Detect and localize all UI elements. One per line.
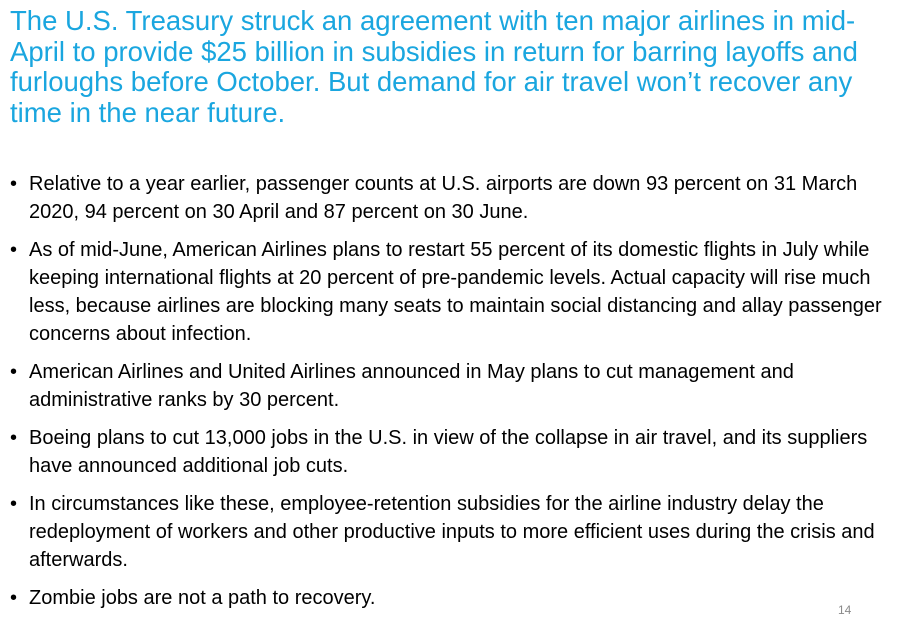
page-number: 14 (838, 603, 852, 617)
bullet-text: In circumstances like these, employee-re… (29, 493, 875, 571)
bullet-list: • Relative to a year earlier, passenger … (10, 170, 904, 622)
bullet-text: Boeing plans to cut 13,000 jobs in the U… (29, 427, 868, 477)
slide-title: The U.S. Treasury struck an agreement wi… (10, 5, 858, 128)
bullet-item: • As of mid-June, American Airlines plan… (10, 236, 904, 348)
bullet-dot-icon: • (10, 173, 18, 195)
bullet-dot-icon: • (10, 493, 18, 515)
bullet-item: • Boeing plans to cut 13,000 jobs in the… (10, 424, 904, 480)
bullet-dot-icon: • (10, 427, 18, 449)
bullet-item: • Zombie jobs are not a path to recovery… (10, 584, 904, 612)
bullet-text: American Airlines and United Airlines an… (29, 361, 794, 411)
bullet-text: Relative to a year earlier, passenger co… (29, 173, 858, 223)
bullet-dot-icon: • (10, 239, 18, 261)
bullet-item: • Relative to a year earlier, passenger … (10, 170, 904, 226)
bullet-text: As of mid-June, American Airlines plans … (29, 239, 882, 345)
bullet-text: Zombie jobs are not a path to recovery. (29, 587, 376, 609)
bullet-item: • American Airlines and United Airlines … (10, 358, 904, 414)
bullet-item: • In circumstances like these, employee-… (10, 490, 904, 574)
bullet-dot-icon: • (10, 587, 18, 609)
bullet-dot-icon: • (10, 361, 18, 383)
